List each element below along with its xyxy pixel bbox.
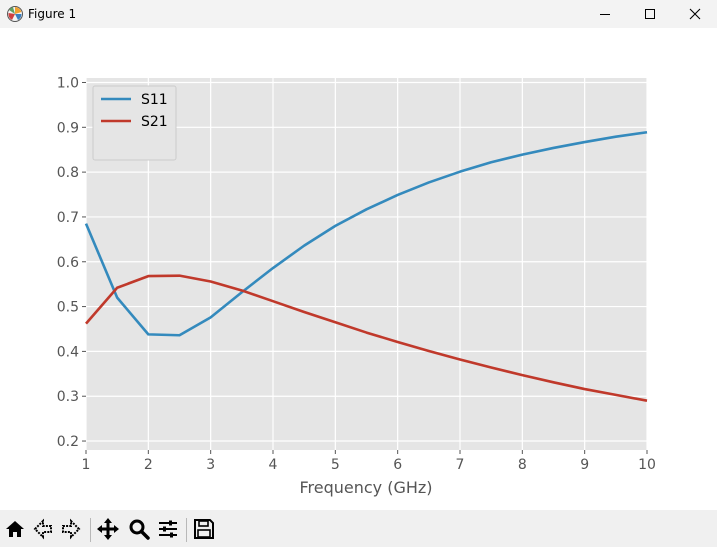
home-icon — [6, 521, 24, 537]
y-tick-label: 0.2 — [57, 434, 79, 450]
series-line-s11 — [84, 130, 648, 337]
subplots-button[interactable] — [155, 516, 181, 542]
save-icon — [194, 519, 214, 539]
y-tick-label: 0.5 — [57, 300, 79, 316]
pan-icon — [97, 518, 119, 540]
save-button[interactable] — [191, 516, 217, 542]
y-tick-label: 0.7 — [57, 210, 79, 226]
y-tick-label: 0.8 — [57, 165, 79, 181]
x-tick-label: 1 — [82, 457, 91, 473]
zoom-button[interactable] — [126, 516, 152, 542]
forward-arrow-icon — [62, 518, 81, 540]
minimize-button[interactable] — [582, 0, 628, 28]
y-tick-label: 0.3 — [57, 389, 79, 405]
x-tick-label: 2 — [144, 457, 153, 473]
legend-entry: S11 — [141, 92, 168, 108]
pan-button[interactable] — [95, 516, 121, 542]
y-tick-label: 1.0 — [57, 75, 79, 91]
series-lines — [84, 130, 648, 402]
grid-lines — [85, 78, 648, 450]
close-button[interactable] — [672, 0, 717, 28]
navigation-toolbar — [0, 510, 717, 547]
minimize-icon — [600, 14, 610, 15]
zoom-icon — [129, 519, 150, 540]
home-button[interactable] — [2, 516, 28, 542]
legend-entry: S21 — [141, 114, 168, 130]
close-icon — [689, 8, 701, 20]
line-chart: 1 2 3 4 5 6 7 8 9 10 0.20.30.40.50.60.70.80.91.0 … — [57, 75, 656, 497]
series-line-s21 — [85, 274, 648, 402]
x-tick-label: 10 — [638, 457, 656, 473]
x-tick-label: 6 — [393, 457, 402, 473]
legend-box — [92, 85, 177, 161]
x-tick-label: 3 — [206, 457, 215, 473]
y-tick-label: 0.9 — [57, 120, 79, 136]
x-tick-label: 9 — [580, 457, 589, 473]
forward-button[interactable] — [58, 516, 84, 542]
y-tick-label: 0.4 — [57, 344, 79, 360]
window-title: Figure 1 — [28, 7, 77, 21]
toolbar-separator — [90, 518, 91, 542]
x-axis-label: Frequency (GHz) — [299, 478, 432, 497]
y-axis: 0.2 0.3 0.4 0.5 0.6 0.7 0.8 0.9 1.0 — [57, 75, 86, 450]
plot-area — [86, 78, 647, 450]
x-tick-label: 8 — [518, 457, 527, 473]
back-arrow-icon — [33, 518, 52, 540]
maximize-button[interactable] — [627, 0, 673, 28]
x-axis: 1 2 3 4 5 6 7 8 9 10 — [82, 450, 656, 473]
figure-canvas[interactable]: 1 2 3 4 5 6 7 8 9 10 0.2 0.3 0.4 0.5 0.6 0.7 0.8 0.9 1.0 … — [0, 28, 717, 508]
matplotlib-icon — [7, 6, 23, 22]
toolbar-separator — [186, 518, 187, 542]
x-tick-label: 5 — [331, 457, 340, 473]
back-button[interactable] — [30, 516, 56, 542]
subplots-icon — [159, 520, 177, 538]
x-tick-label: 7 — [456, 457, 465, 473]
x-tick-label: 4 — [269, 457, 278, 473]
y-tick-label: 0.6 — [57, 255, 79, 271]
maximize-icon — [645, 9, 655, 19]
window-titlebar: Figure 1 — [0, 0, 717, 28]
